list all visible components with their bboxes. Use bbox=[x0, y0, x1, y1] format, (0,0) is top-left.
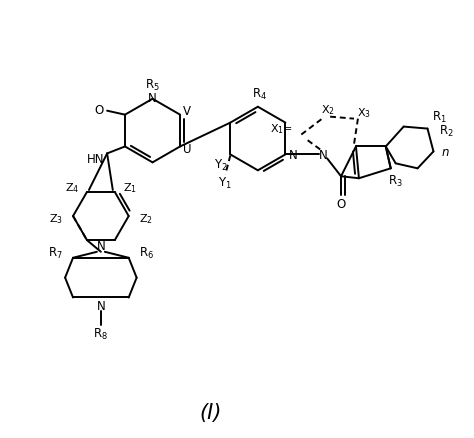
Text: N: N bbox=[148, 92, 157, 105]
Text: HN: HN bbox=[86, 152, 104, 166]
Text: Z$_2$: Z$_2$ bbox=[138, 212, 153, 226]
Text: R$_6$: R$_6$ bbox=[138, 246, 154, 261]
Text: X$_1$=: X$_1$= bbox=[270, 122, 293, 136]
Text: (I): (I) bbox=[199, 402, 221, 422]
Text: R$_1$: R$_1$ bbox=[432, 110, 447, 125]
Text: R$_2$: R$_2$ bbox=[439, 124, 454, 139]
Text: n: n bbox=[441, 145, 449, 159]
Text: Z$_1$: Z$_1$ bbox=[123, 180, 137, 194]
Text: R$_3$: R$_3$ bbox=[388, 173, 403, 188]
Text: R$_5$: R$_5$ bbox=[145, 78, 160, 93]
Text: R$_4$: R$_4$ bbox=[252, 87, 267, 102]
Text: O: O bbox=[94, 104, 104, 117]
Text: N: N bbox=[319, 148, 328, 162]
Text: R$_8$: R$_8$ bbox=[93, 326, 109, 341]
Text: Z$_3$: Z$_3$ bbox=[49, 212, 63, 226]
Text: X$_3$: X$_3$ bbox=[357, 106, 371, 119]
Text: N: N bbox=[97, 299, 105, 312]
Text: R$_7$: R$_7$ bbox=[48, 246, 63, 261]
Text: X$_2$: X$_2$ bbox=[321, 102, 335, 117]
Text: N: N bbox=[289, 148, 298, 162]
Text: N: N bbox=[97, 240, 105, 253]
Text: V: V bbox=[183, 105, 191, 118]
Text: Y$_2$: Y$_2$ bbox=[213, 157, 227, 173]
Text: U: U bbox=[183, 143, 191, 155]
Text: Y$_1$: Y$_1$ bbox=[219, 175, 232, 191]
Text: Z$_4$: Z$_4$ bbox=[65, 180, 79, 194]
Text: O: O bbox=[337, 197, 346, 210]
